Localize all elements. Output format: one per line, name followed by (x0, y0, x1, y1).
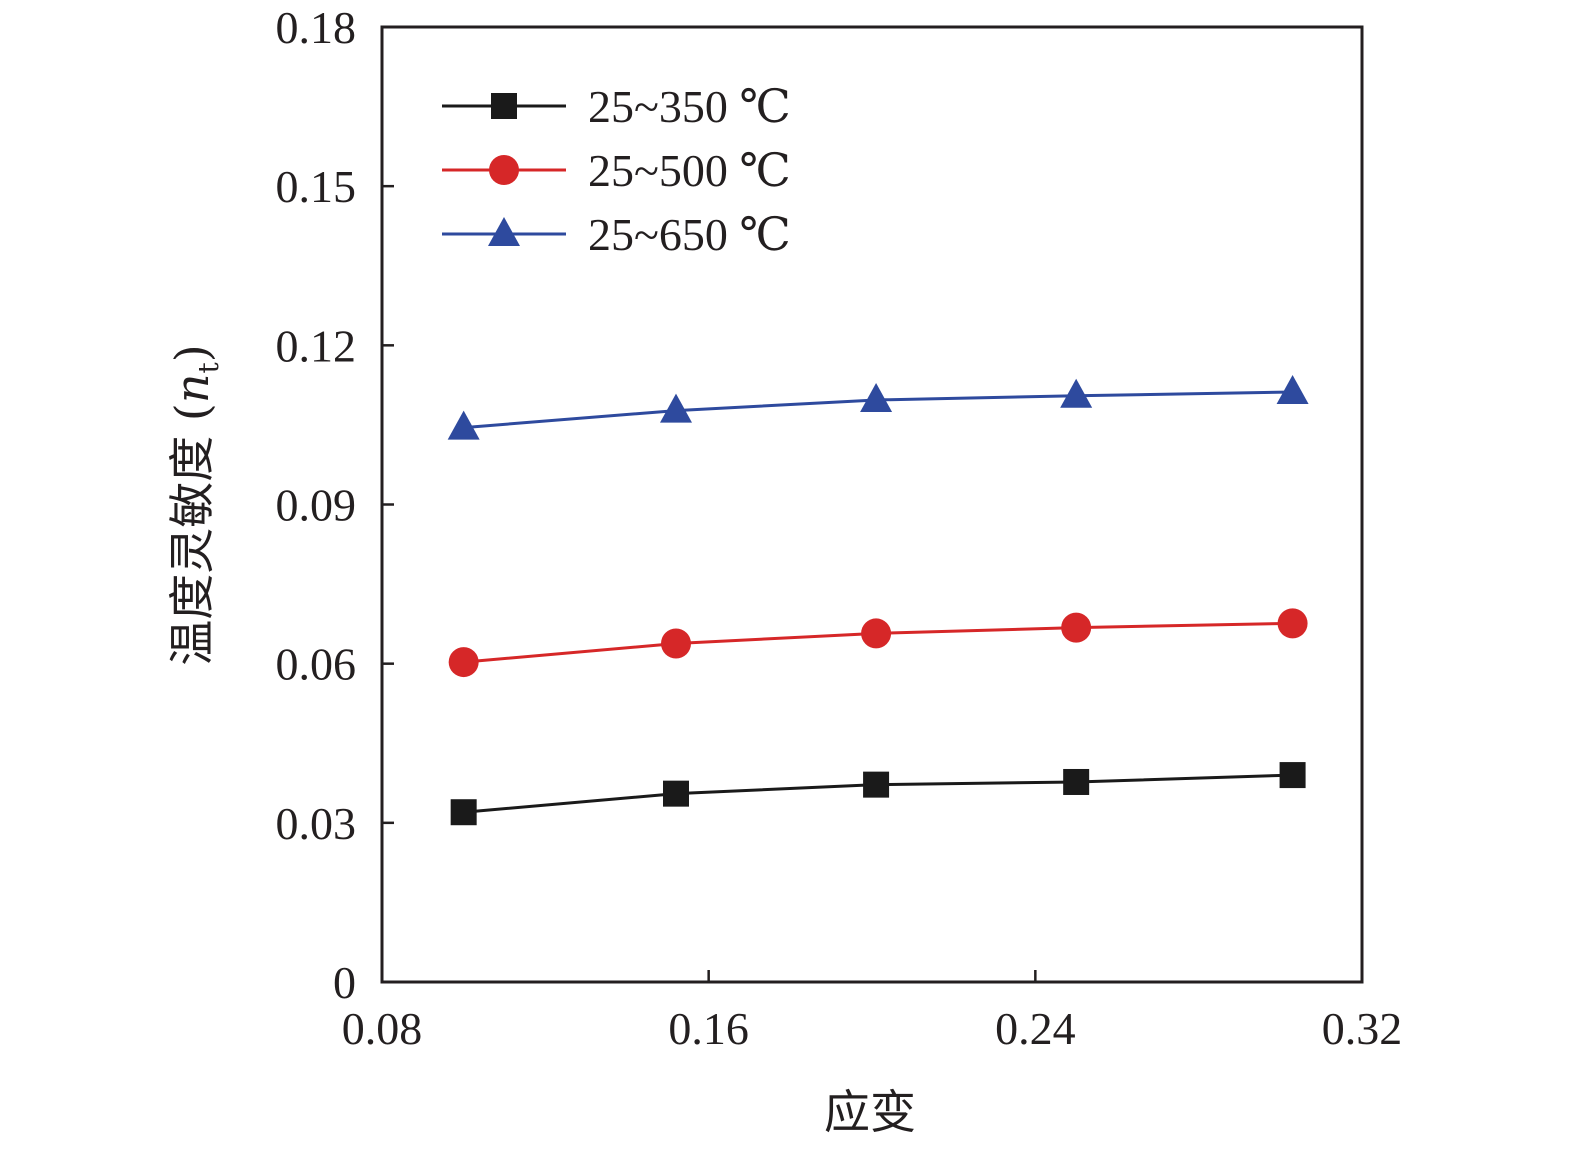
y-tick-label: 0.18 (276, 2, 357, 53)
series-group (448, 608, 1308, 678)
data-point (448, 647, 479, 678)
legend-entry: 25~350 ℃ (442, 81, 791, 132)
y-tick-label: 0.03 (276, 798, 357, 849)
y-axis-title-close-paren: ) (165, 344, 219, 362)
x-axis-title: 应变 (824, 1085, 916, 1139)
data-point (1061, 612, 1092, 643)
data-point (1060, 378, 1093, 408)
data-point (661, 628, 691, 659)
legend-label: 25~500 ℃ (588, 145, 791, 196)
x-tick-label: 0.08 (342, 1003, 423, 1054)
legend-marker (489, 155, 519, 185)
x-tick-label: 0.24 (995, 1003, 1076, 1054)
legend-marker (491, 93, 517, 119)
legend-entry: 25~650 ℃ (442, 209, 791, 260)
y-axis-title-symbol: n (165, 374, 219, 404)
y-axis-title-open-paren: ( (165, 403, 219, 436)
y-tick-label: 0.06 (276, 639, 357, 690)
data-point (447, 410, 480, 440)
data-point (860, 382, 893, 412)
data-point (861, 618, 892, 649)
y-axis-title: 温度灵敏度 (nt) (165, 344, 225, 665)
data-point (660, 393, 692, 423)
x-tick-label: 0.16 (668, 1003, 749, 1054)
y-tick-label: 0.15 (276, 161, 357, 212)
y-axis-title-subscript: t (192, 362, 225, 374)
x-tick-label: 0.32 (1322, 1003, 1403, 1054)
legend-label: 25~350 ℃ (588, 81, 791, 132)
x-axis-ticks: 0.08 0.16 0.24 0.32 (342, 970, 1403, 1054)
data-point (863, 771, 890, 798)
series-group (450, 762, 1306, 826)
data-point (450, 799, 477, 826)
y-axis-title-text: 温度灵敏度 (165, 436, 219, 666)
y-tick-label: 0 (333, 957, 356, 1008)
y-axis-ticks: 0 0.03 0.06 0.09 0.12 0.15 0.18 (276, 2, 394, 1008)
series-layer (447, 375, 1309, 826)
data-point (1276, 375, 1309, 405)
legend-marker (488, 217, 520, 246)
data-point (1277, 608, 1308, 639)
data-point (1279, 762, 1306, 789)
data-point (1063, 768, 1090, 795)
series-group (447, 375, 1309, 440)
legend-entry: 25~500 ℃ (442, 145, 791, 196)
legend-label: 25~650 ℃ (588, 209, 791, 260)
legend: 25~350 ℃ 25~500 ℃ 25~650 ℃ (442, 81, 791, 260)
data-point (663, 780, 689, 807)
y-tick-label: 0.09 (276, 480, 357, 531)
y-tick-label: 0.12 (276, 320, 357, 371)
